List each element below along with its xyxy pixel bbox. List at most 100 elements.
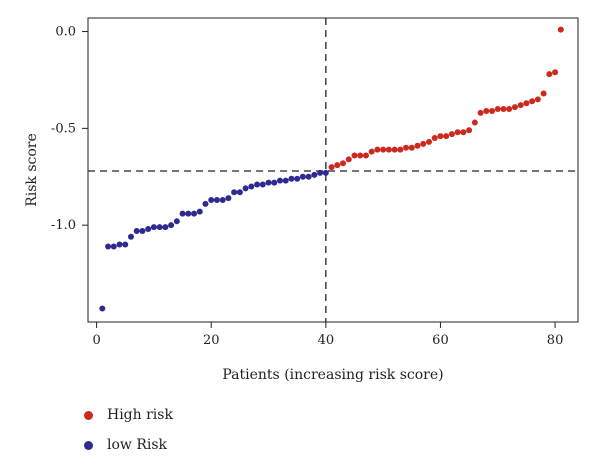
point-low-risk bbox=[139, 227, 146, 234]
point-high-risk bbox=[380, 146, 387, 153]
point-high-risk bbox=[374, 146, 381, 153]
point-low-risk bbox=[213, 197, 220, 204]
point-low-risk bbox=[162, 224, 169, 231]
point-high-risk bbox=[511, 104, 518, 111]
x-tick-label: 20 bbox=[203, 333, 220, 348]
point-low-risk bbox=[305, 173, 312, 180]
point-low-risk bbox=[311, 171, 318, 178]
point-low-risk bbox=[208, 197, 215, 204]
point-high-risk bbox=[425, 138, 432, 145]
point-low-risk bbox=[254, 181, 261, 188]
point-high-risk bbox=[448, 131, 455, 138]
point-high-risk bbox=[385, 146, 392, 153]
point-high-risk bbox=[466, 127, 473, 134]
point-low-risk bbox=[225, 195, 232, 202]
point-low-risk bbox=[133, 227, 140, 234]
legend: High risk low Risk bbox=[84, 400, 173, 460]
point-high-risk bbox=[443, 133, 450, 140]
point-low-risk bbox=[116, 241, 123, 248]
point-low-risk bbox=[145, 226, 152, 233]
point-high-risk bbox=[351, 152, 358, 159]
point-low-risk bbox=[242, 185, 249, 192]
point-low-risk bbox=[202, 200, 209, 207]
x-tick-label: 40 bbox=[318, 333, 335, 348]
point-low-risk bbox=[105, 243, 112, 250]
point-low-risk bbox=[179, 210, 186, 217]
point-low-risk bbox=[185, 210, 192, 217]
point-high-risk bbox=[437, 133, 444, 140]
x-axis-title: Patients (increasing risk score) bbox=[222, 367, 443, 383]
point-high-risk bbox=[345, 156, 352, 163]
point-high-risk bbox=[552, 69, 559, 76]
point-high-risk bbox=[494, 106, 501, 113]
point-high-risk bbox=[420, 140, 427, 147]
y-tick-label: 0.0 bbox=[55, 25, 76, 40]
legend-label-high-risk: High risk bbox=[107, 407, 173, 423]
point-high-risk bbox=[403, 144, 410, 151]
point-low-risk bbox=[248, 183, 255, 190]
low-risk-marker-icon bbox=[84, 440, 93, 450]
legend-item-high-risk: High risk bbox=[84, 400, 173, 430]
point-high-risk bbox=[471, 119, 478, 126]
point-high-risk bbox=[414, 142, 421, 149]
point-low-risk bbox=[294, 175, 301, 182]
point-high-risk bbox=[362, 152, 369, 159]
point-high-risk bbox=[460, 129, 467, 136]
point-low-risk bbox=[317, 169, 324, 176]
point-high-risk bbox=[506, 106, 513, 113]
point-low-risk bbox=[110, 243, 117, 250]
point-high-risk bbox=[397, 146, 404, 153]
x-tick-label: 60 bbox=[432, 333, 449, 348]
point-high-risk bbox=[408, 144, 415, 151]
point-low-risk bbox=[173, 218, 180, 225]
point-high-risk bbox=[454, 129, 461, 136]
point-low-risk bbox=[299, 173, 306, 180]
legend-item-low-risk: low Risk bbox=[84, 430, 173, 460]
point-high-risk bbox=[500, 106, 507, 113]
point-high-risk bbox=[391, 146, 398, 153]
point-high-risk bbox=[534, 96, 541, 103]
point-high-risk bbox=[477, 109, 484, 116]
point-high-risk bbox=[546, 71, 553, 78]
point-low-risk bbox=[156, 224, 163, 231]
point-high-risk bbox=[529, 98, 536, 105]
x-tick-label: 0 bbox=[92, 333, 100, 348]
point-low-risk bbox=[127, 233, 134, 240]
point-high-risk bbox=[368, 148, 375, 155]
point-high-risk bbox=[340, 160, 347, 167]
y-tick-label: -0.5 bbox=[51, 121, 76, 136]
point-high-risk bbox=[334, 162, 341, 169]
point-high-risk bbox=[431, 135, 438, 142]
point-low-risk bbox=[122, 241, 129, 248]
point-low-risk bbox=[288, 175, 295, 182]
point-low-risk bbox=[282, 177, 289, 184]
point-low-risk bbox=[259, 181, 266, 188]
point-low-risk bbox=[196, 208, 203, 215]
point-low-risk bbox=[99, 305, 106, 312]
point-low-risk bbox=[191, 210, 198, 217]
point-high-risk bbox=[557, 26, 564, 33]
point-low-risk bbox=[168, 222, 175, 229]
point-low-risk bbox=[271, 179, 278, 186]
x-tick-label: 80 bbox=[547, 333, 564, 348]
point-low-risk bbox=[236, 189, 243, 196]
point-low-risk bbox=[150, 224, 157, 231]
legend-label-low-risk: low Risk bbox=[107, 437, 168, 453]
point-high-risk bbox=[540, 90, 547, 97]
point-high-risk bbox=[489, 107, 496, 114]
high-risk-marker-icon bbox=[84, 410, 93, 420]
point-low-risk bbox=[265, 179, 272, 186]
risk-score-chart: 0 20 40 60 80 0.0 -0.5 -1.0 Patients (increasing… bbox=[24, 17, 579, 383]
point-high-risk bbox=[328, 164, 335, 171]
plot-frame bbox=[87, 17, 579, 323]
point-low-risk bbox=[322, 169, 329, 176]
point-low-risk bbox=[231, 189, 238, 196]
point-high-risk bbox=[517, 102, 524, 109]
point-low-risk bbox=[219, 197, 226, 204]
point-high-risk bbox=[483, 107, 490, 114]
y-tick-label: -1.0 bbox=[51, 218, 76, 233]
point-low-risk bbox=[276, 177, 283, 184]
y-axis-title: Risk score bbox=[24, 133, 40, 207]
point-high-risk bbox=[523, 100, 530, 107]
point-high-risk bbox=[357, 152, 364, 159]
